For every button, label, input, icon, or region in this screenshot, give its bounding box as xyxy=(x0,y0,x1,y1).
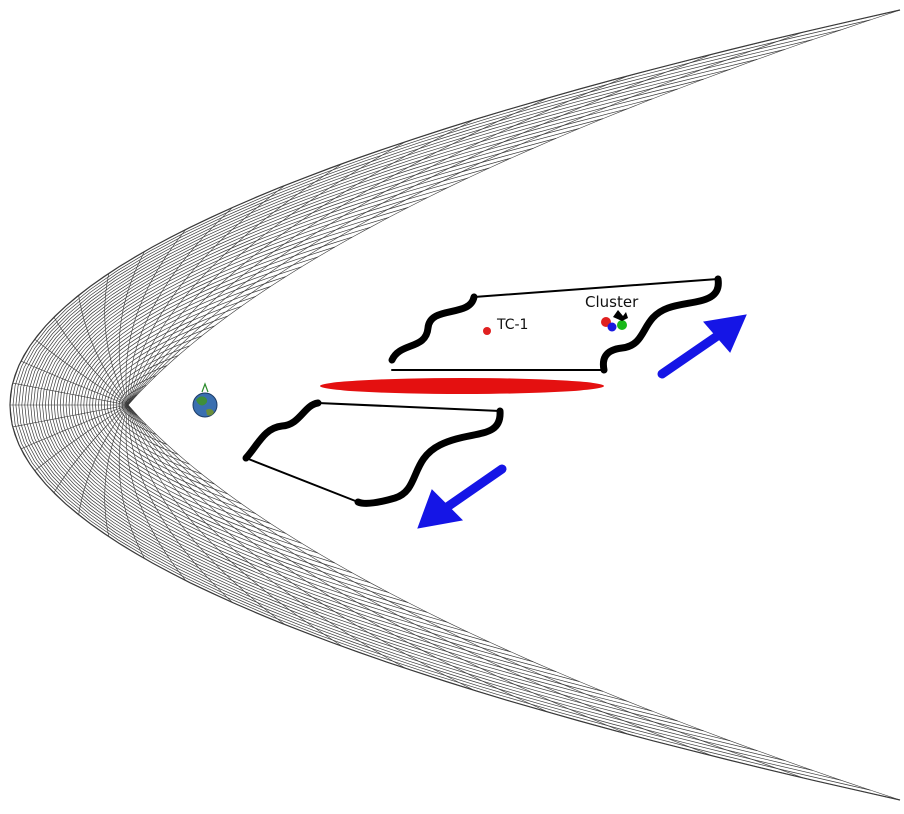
cluster-markers xyxy=(601,310,628,332)
magnetopause-grid xyxy=(9,9,901,801)
tc1-label: TC-1 xyxy=(497,317,529,333)
arrow-down-left-icon xyxy=(417,464,507,529)
plasma-sheet xyxy=(320,378,604,394)
tc1-marker xyxy=(483,327,491,335)
arrow-up-right-icon xyxy=(657,314,747,379)
cluster-label: Cluster xyxy=(585,293,639,311)
south-region-outline xyxy=(242,399,504,507)
north-region-outline xyxy=(388,275,722,374)
earth-icon xyxy=(192,382,218,418)
